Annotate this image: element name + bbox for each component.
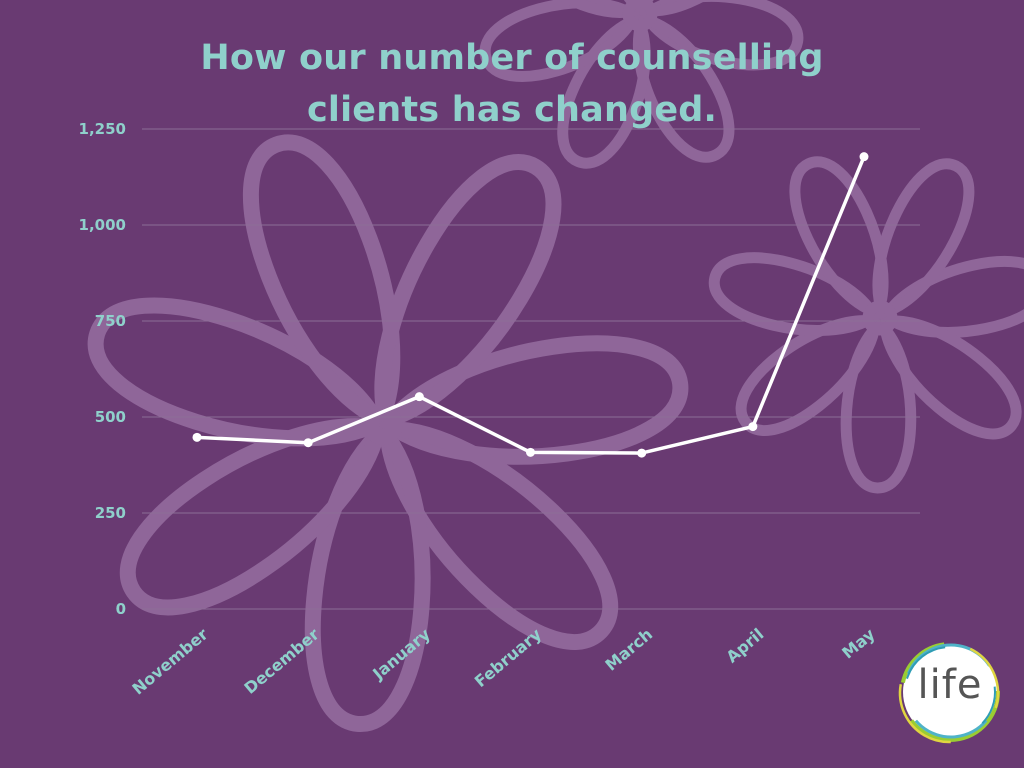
flower-icon xyxy=(479,0,804,169)
y-tick-label: 250 xyxy=(95,504,126,522)
petal-icon xyxy=(304,419,431,732)
petal-icon xyxy=(87,297,389,447)
logo-text: life xyxy=(917,662,983,708)
y-tick-label: 750 xyxy=(95,312,126,330)
x-tick-label: May xyxy=(838,624,879,662)
y-tick-label: 1,000 xyxy=(79,216,126,234)
y-axis-ticks: 0 250 500 750 1,000 1,250 xyxy=(79,120,126,618)
data-point xyxy=(637,448,647,458)
chart-title-line-1: How our number of counselling xyxy=(200,38,824,78)
series-line xyxy=(196,155,866,455)
life-logo-icon: life xyxy=(896,638,1004,746)
chart-title: How our number of counselling clients ha… xyxy=(132,32,892,136)
data-point xyxy=(748,422,758,432)
flower-center-icon xyxy=(622,0,658,32)
flower-center-icon xyxy=(862,300,898,336)
data-point xyxy=(192,432,202,442)
flower-icon xyxy=(87,134,689,732)
y-tick-label: 0 xyxy=(116,600,126,618)
flower-background-icon xyxy=(87,0,1024,732)
data-point xyxy=(414,392,424,402)
petal-icon xyxy=(840,316,917,494)
chart-title-line-2: clients has changed. xyxy=(306,90,718,130)
petal-icon xyxy=(119,418,388,616)
petal-icon xyxy=(374,154,562,430)
y-tick-label: 500 xyxy=(95,408,126,426)
y-tick-label: 1,250 xyxy=(79,120,126,138)
x-tick-label: April xyxy=(722,625,767,667)
petal-icon xyxy=(872,158,975,320)
petal-icon xyxy=(500,0,641,18)
x-tick-label: November xyxy=(128,624,211,698)
petal-icon xyxy=(379,421,618,650)
data-point xyxy=(303,438,313,448)
data-point xyxy=(526,447,535,457)
data-point xyxy=(859,152,869,162)
flower-icon xyxy=(708,156,1024,494)
chart-gridlines xyxy=(142,128,920,610)
x-tick-label: February xyxy=(471,624,546,691)
x-axis-ticks: November December January February March Apri… xyxy=(128,624,879,698)
series-line-group xyxy=(192,152,869,458)
logo-rings-icon xyxy=(898,642,1000,744)
petal-icon xyxy=(242,134,401,430)
petal-icon xyxy=(377,335,689,465)
